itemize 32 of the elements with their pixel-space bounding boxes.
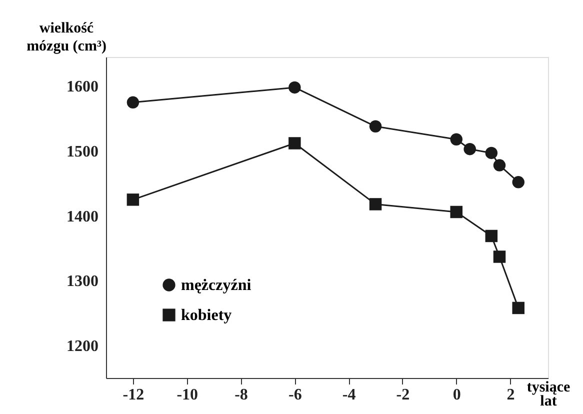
point [369,198,382,210]
x-tick-label: -10 [176,386,198,404]
x-tick-label: -12 [122,386,144,404]
point [464,142,476,156]
point [493,159,506,172]
point [485,146,498,160]
y-tick-label: 1300 [66,273,98,290]
x-tick-label: -6 [288,386,302,404]
point [450,206,462,218]
point [288,81,301,94]
x-tick-label: -4 [342,386,356,404]
y-tick-label: 1500 [66,144,98,161]
point [126,96,140,109]
x-tick-label: 0 [452,386,461,404]
point [126,194,140,206]
point [369,120,382,132]
point [512,176,524,188]
point [512,302,524,314]
point [288,137,301,150]
point [493,250,506,263]
y-tick-label: 1400 [66,208,98,226]
y-tick-label: 1200 [66,338,98,356]
legend-label: kobiety [181,307,232,324]
x-axis-title: tysiące lat [526,380,570,410]
x-tick-label: -2 [396,386,410,404]
legend-label: mężczyźni [181,277,252,294]
y-tick-label: 1600 [66,78,98,96]
y-axis-title: wielkość mózgu (cm³) [26,20,106,54]
point [485,230,498,242]
point [450,133,462,146]
x-tick-label: -8 [234,386,248,404]
x-tick-label: 2 [506,386,515,404]
